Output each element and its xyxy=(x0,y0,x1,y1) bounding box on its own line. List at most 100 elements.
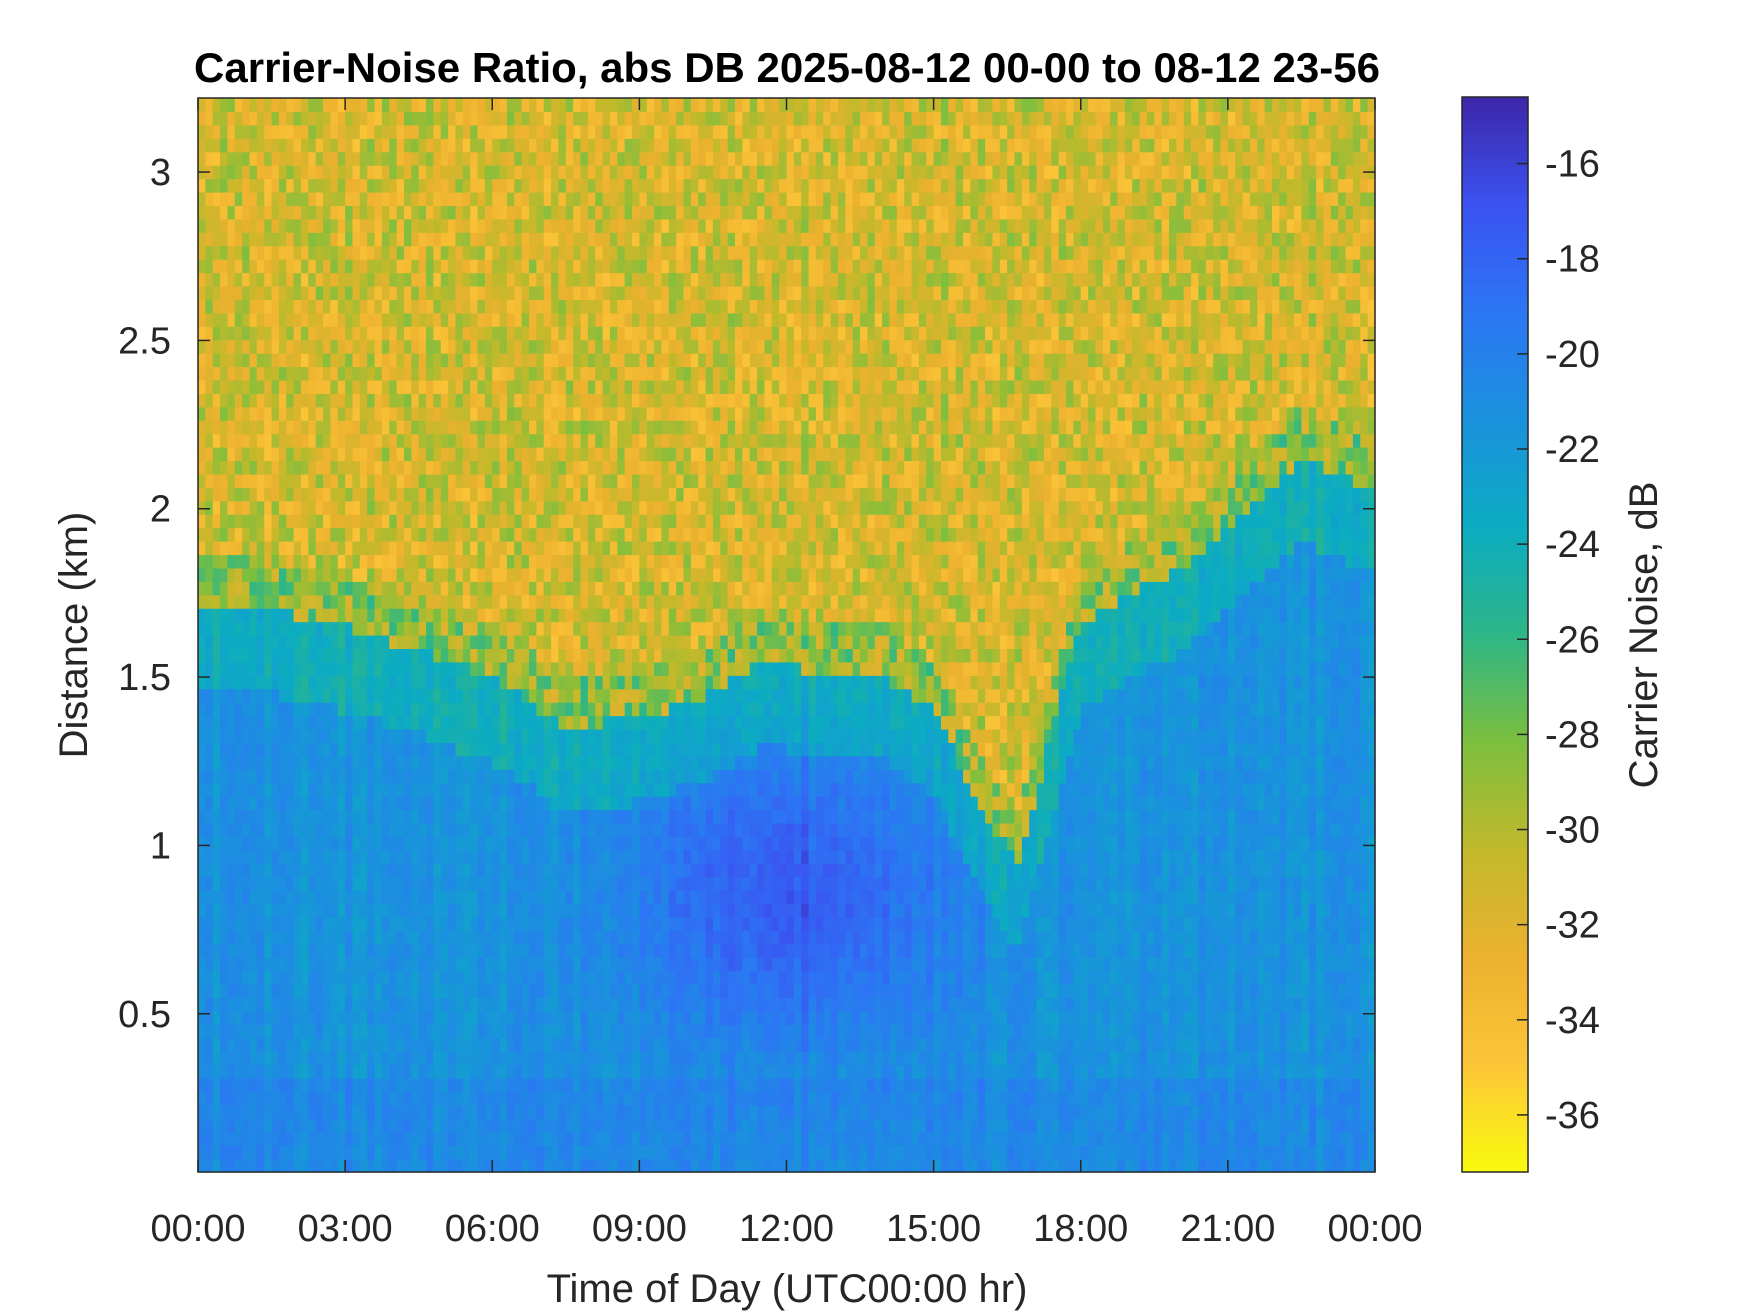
heatmap-cell xyxy=(484,661,493,676)
heatmap-cell xyxy=(249,447,258,462)
heatmap-cell xyxy=(352,205,361,220)
heatmap-cell xyxy=(573,98,582,113)
heatmap-cell xyxy=(337,232,346,247)
heatmap-cell xyxy=(433,957,442,972)
heatmap-cell xyxy=(308,715,317,730)
heatmap-cell xyxy=(300,433,309,448)
heatmap-cell xyxy=(359,849,368,864)
heatmap-cell xyxy=(403,218,412,233)
heatmap-cell xyxy=(477,742,486,757)
heatmap-cell xyxy=(337,1078,346,1093)
heatmap-cell xyxy=(499,688,508,703)
heatmap-cell xyxy=(323,1010,332,1025)
heatmap-cell xyxy=(580,259,589,274)
heatmap-cell xyxy=(205,541,214,556)
heatmap-cell xyxy=(256,916,265,931)
heatmap-cell xyxy=(470,1051,479,1066)
heatmap-cell xyxy=(234,165,243,180)
heatmap-cell xyxy=(587,473,596,488)
heatmap-cell xyxy=(234,406,243,421)
heatmap-cell xyxy=(477,1131,486,1146)
heatmap-cell xyxy=(256,299,265,314)
heatmap-cell xyxy=(227,554,236,569)
heatmap-cell xyxy=(565,165,574,180)
heatmap-cell xyxy=(396,165,405,180)
heatmap-cell xyxy=(220,1010,229,1025)
heatmap-cell xyxy=(587,379,596,394)
heatmap-cell xyxy=(484,1078,493,1093)
heatmap-cell xyxy=(212,138,221,153)
heatmap-cell xyxy=(293,970,302,985)
heatmap-cell xyxy=(455,1131,464,1146)
heatmap-cell xyxy=(565,406,574,421)
heatmap-cell xyxy=(403,890,412,905)
heatmap-cell xyxy=(256,541,265,556)
heatmap-cell xyxy=(300,1064,309,1079)
heatmap-cell xyxy=(484,930,493,945)
heatmap-cell xyxy=(411,943,420,958)
heatmap-cell xyxy=(499,232,508,247)
heatmap-cell xyxy=(271,742,280,757)
heatmap-cell xyxy=(595,809,604,824)
heatmap-cell xyxy=(212,984,221,999)
heatmap-cell xyxy=(470,151,479,166)
heatmap-cell xyxy=(462,930,471,945)
heatmap-cell xyxy=(315,1118,324,1133)
heatmap-cell xyxy=(477,608,486,623)
heatmap-cell xyxy=(484,1145,493,1160)
heatmap-cell xyxy=(381,661,390,676)
heatmap-cell xyxy=(521,1145,530,1160)
heatmap-cell xyxy=(646,567,655,582)
heatmap-cell xyxy=(345,836,354,851)
heatmap-cell xyxy=(337,796,346,811)
heatmap-cell xyxy=(389,205,398,220)
heatmap-cell xyxy=(359,715,368,730)
heatmap-cell xyxy=(300,1010,309,1025)
heatmap-cell xyxy=(455,836,464,851)
heatmap-cell xyxy=(220,98,229,113)
heatmap-cell xyxy=(249,688,258,703)
heatmap-cell xyxy=(477,312,486,327)
heatmap-cell xyxy=(639,165,648,180)
heatmap-cell xyxy=(492,339,501,354)
heatmap-cell xyxy=(352,1037,361,1052)
heatmap-cell xyxy=(227,191,236,206)
heatmap-cell xyxy=(440,608,449,623)
heatmap-cell xyxy=(506,1024,515,1039)
heatmap-cell xyxy=(470,675,479,690)
heatmap-cell xyxy=(536,849,545,864)
heatmap-cell xyxy=(617,433,626,448)
heatmap-cell xyxy=(565,1051,574,1066)
heatmap-cell xyxy=(352,984,361,999)
heatmap-cell xyxy=(220,272,229,287)
heatmap-cell xyxy=(602,836,611,851)
heatmap-cell xyxy=(323,393,332,408)
heatmap-cell xyxy=(646,205,655,220)
heatmap-cell xyxy=(227,984,236,999)
heatmap-cell xyxy=(337,527,346,542)
heatmap-cell xyxy=(646,1010,655,1025)
heatmap-cell xyxy=(536,178,545,193)
heatmap-cell xyxy=(220,567,229,582)
heatmap-cell xyxy=(212,635,221,650)
heatmap-cell xyxy=(455,863,464,878)
heatmap-cell xyxy=(521,312,530,327)
heatmap-cell xyxy=(617,111,626,126)
heatmap-cell xyxy=(403,1131,412,1146)
heatmap-cell xyxy=(587,648,596,663)
heatmap-cell xyxy=(506,1158,515,1173)
heatmap-cell xyxy=(337,393,346,408)
heatmap-cell xyxy=(396,997,405,1012)
heatmap-cell xyxy=(278,178,287,193)
heatmap-cell xyxy=(602,1037,611,1052)
heatmap-cell xyxy=(492,675,501,690)
heatmap-cell xyxy=(359,876,368,891)
heatmap-cell xyxy=(352,272,361,287)
heatmap-cell xyxy=(602,366,611,381)
heatmap-cell xyxy=(418,285,427,300)
heatmap-cell xyxy=(234,259,243,274)
heatmap-cell xyxy=(323,259,332,274)
heatmap-cell xyxy=(308,567,317,582)
heatmap-cell xyxy=(411,500,420,515)
heatmap-cell xyxy=(381,1010,390,1025)
